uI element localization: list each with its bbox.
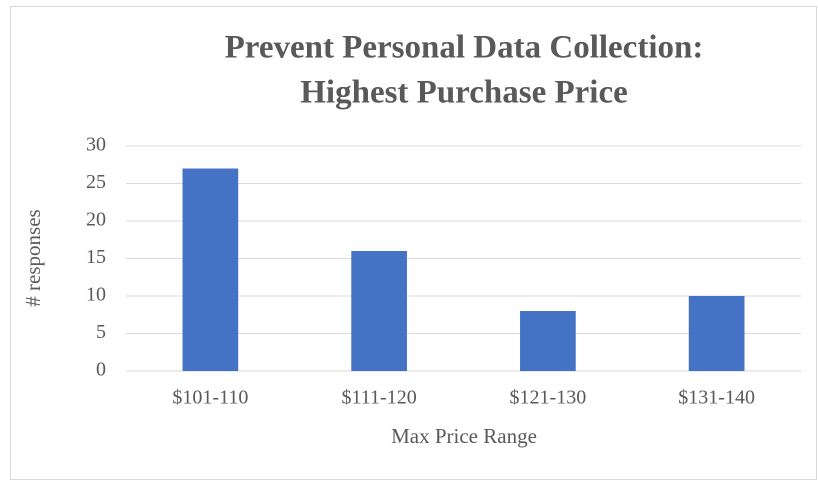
bar <box>688 296 745 371</box>
y-axis-title: # responses <box>21 209 45 306</box>
x-axis-title: Max Price Range <box>391 424 537 448</box>
bar <box>182 168 239 371</box>
y-tick-label: 15 <box>86 246 106 268</box>
y-tick-label: 10 <box>86 284 106 306</box>
chart-title: Highest Purchase Price <box>300 75 628 111</box>
bar <box>520 311 576 371</box>
y-tick-label: 5 <box>96 321 106 343</box>
chart-frame <box>10 6 817 480</box>
bar <box>351 251 407 371</box>
chart-title: Prevent Personal Data Collection: <box>225 30 704 66</box>
y-tick-label: 25 <box>86 171 106 193</box>
x-tick-label: $101-110 <box>172 387 248 409</box>
y-tick-label: 20 <box>86 209 106 231</box>
y-tick-label: 0 <box>96 359 106 381</box>
y-tick-label: 30 <box>86 134 106 156</box>
x-tick-label: $111-120 <box>342 387 417 409</box>
x-tick-label: $131-140 <box>678 387 755 409</box>
x-tick-label: $121-130 <box>510 387 587 409</box>
